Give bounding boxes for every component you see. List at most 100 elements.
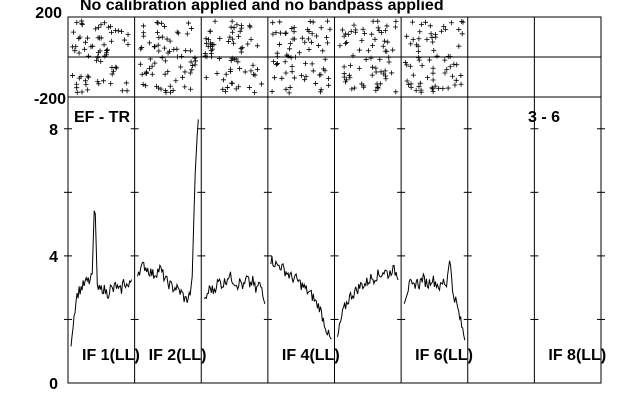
phase-point xyxy=(229,55,235,61)
phase-point xyxy=(101,42,107,48)
phase-point xyxy=(360,26,366,32)
amplitude-ticks: 8 4 0 xyxy=(49,122,605,393)
phase-point xyxy=(186,20,192,26)
amplitude-line-if-3 xyxy=(203,271,266,305)
phase-point xyxy=(444,67,450,73)
phase-point xyxy=(97,48,103,54)
phase-point xyxy=(404,33,410,39)
phase-point xyxy=(245,41,251,47)
phase-point xyxy=(424,36,430,42)
phase-point xyxy=(231,56,237,62)
phase-point xyxy=(417,29,423,35)
phase-point xyxy=(236,84,242,90)
phase-point xyxy=(168,89,174,95)
phase-point xyxy=(174,29,180,35)
phase-point xyxy=(165,69,171,75)
phase-point xyxy=(459,31,465,37)
phase-point xyxy=(327,26,333,32)
phase-point xyxy=(159,34,165,40)
phase-point xyxy=(416,36,422,42)
phase-point xyxy=(220,86,226,92)
phase-point xyxy=(414,42,420,48)
phase-point xyxy=(339,27,345,33)
chart-title: No calibration applied and no bandpass a… xyxy=(80,0,444,14)
phase-point xyxy=(410,37,416,43)
phase-point xyxy=(271,75,277,81)
phase-point xyxy=(291,29,297,35)
phase-point xyxy=(85,87,91,93)
phase-point xyxy=(170,87,176,93)
phase-point xyxy=(283,86,289,92)
phase-point xyxy=(72,48,78,54)
phase-point xyxy=(351,22,357,28)
phase-point xyxy=(97,35,103,41)
phase-point xyxy=(84,35,90,41)
phase-point xyxy=(305,36,311,42)
phase-point xyxy=(368,55,374,61)
phase-point xyxy=(440,86,446,92)
phase-point xyxy=(375,18,381,24)
phase-point xyxy=(430,39,436,45)
phase-point xyxy=(356,47,362,53)
phase-point xyxy=(229,80,235,86)
phase-point xyxy=(187,70,193,76)
phase-point xyxy=(250,62,256,68)
phase-point xyxy=(303,74,309,80)
phase-point xyxy=(369,31,375,37)
phase-point xyxy=(227,34,233,40)
phase-point xyxy=(325,40,331,46)
phase-point xyxy=(376,28,382,34)
phase-point xyxy=(221,77,227,83)
phase-point xyxy=(317,89,323,95)
phase-point xyxy=(188,48,194,54)
phase-point xyxy=(208,51,214,57)
phase-point xyxy=(310,68,316,74)
phase-point xyxy=(302,39,308,45)
phase-point xyxy=(154,83,160,89)
phase-point xyxy=(192,55,198,61)
phase-point xyxy=(95,54,101,60)
phase-point xyxy=(139,71,145,77)
phase-point xyxy=(158,86,164,92)
phase-point xyxy=(156,48,162,54)
phase-point xyxy=(348,28,354,34)
phase-point xyxy=(430,65,436,71)
amplitude-series xyxy=(70,119,466,347)
phase-point xyxy=(384,48,390,54)
phase-point xyxy=(341,74,347,80)
phase-point xyxy=(430,89,436,95)
phase-point xyxy=(460,19,466,25)
phase-point xyxy=(410,72,416,78)
phase-point xyxy=(229,18,235,24)
phase-point xyxy=(279,75,285,81)
phase-point xyxy=(252,90,258,96)
phase-point xyxy=(432,31,438,37)
phase-point xyxy=(79,89,85,95)
phase-point xyxy=(436,85,442,91)
phase-point xyxy=(94,58,100,64)
phase-point xyxy=(442,70,448,76)
phase-point xyxy=(286,90,292,96)
phase-point xyxy=(449,20,455,26)
phase-point xyxy=(441,23,447,29)
phase-point xyxy=(228,58,234,64)
phase-point xyxy=(223,88,229,94)
phase-point xyxy=(248,36,254,42)
phase-point xyxy=(393,18,399,24)
phase-point xyxy=(452,82,458,88)
phase-point xyxy=(237,66,243,72)
phase-point xyxy=(209,42,215,48)
phase-point xyxy=(270,20,276,26)
phase-point xyxy=(309,31,315,37)
phase-point xyxy=(408,41,414,47)
phase-point xyxy=(344,39,350,45)
phase-point xyxy=(110,68,116,74)
phase-point xyxy=(113,64,119,70)
phase-point xyxy=(423,19,429,25)
phase-point xyxy=(393,89,399,95)
phase-point xyxy=(453,77,459,83)
if-label-1: IF 1(LL) xyxy=(82,347,140,364)
phase-point xyxy=(282,59,288,65)
phase-point xyxy=(182,84,188,90)
phase-point xyxy=(109,65,115,71)
